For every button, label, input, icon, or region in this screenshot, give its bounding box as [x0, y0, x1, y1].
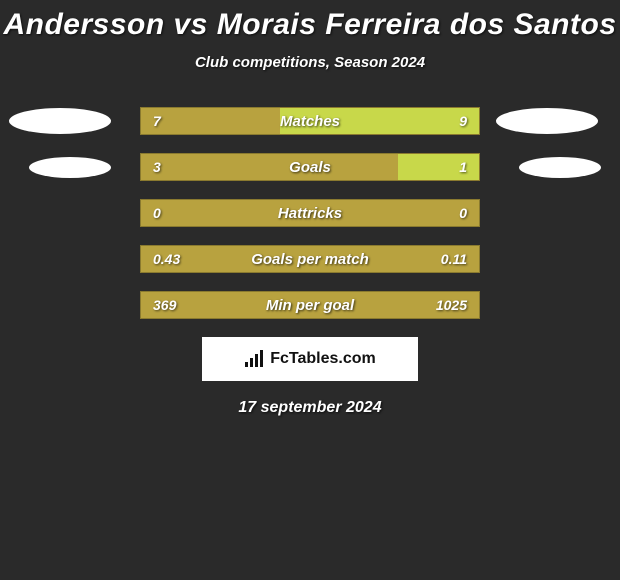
stats-chart: 7 Matches 9 3 Goals 1 0 Hattricks 0 [0, 107, 620, 319]
stat-label: Goals [289, 159, 331, 176]
stat-row-hattricks: 0 Hattricks 0 [0, 199, 620, 227]
stat-value-left: 7 [153, 113, 161, 129]
stat-label: Goals per match [251, 251, 369, 268]
stat-value-right: 0 [459, 205, 467, 221]
stat-value-right: 9 [459, 113, 467, 129]
player-avatar-left [29, 157, 111, 178]
stat-row-min-per-goal: 369 Min per goal 1025 [0, 291, 620, 319]
subtitle: Club competitions, Season 2024 [0, 54, 620, 71]
stat-value-right: 1025 [436, 297, 467, 313]
stat-row-goals-per-match: 0.43 Goals per match 0.11 [0, 245, 620, 273]
stat-value-left: 0.43 [153, 251, 180, 267]
stat-label: Matches [280, 113, 340, 130]
bar-chart-icon [244, 350, 266, 368]
stat-value-left: 0 [153, 205, 161, 221]
stat-value-left: 369 [153, 297, 176, 313]
player-avatar-right [496, 108, 598, 134]
stat-label: Min per goal [266, 297, 354, 314]
bar-track: 369 Min per goal 1025 [140, 291, 480, 319]
player-avatar-left [9, 108, 111, 134]
bar-track: 7 Matches 9 [140, 107, 480, 135]
bar-track: 0.43 Goals per match 0.11 [140, 245, 480, 273]
stat-label: Hattricks [278, 205, 342, 222]
page-title: Andersson vs Morais Ferreira dos Santos [0, 8, 620, 42]
date-label: 17 september 2024 [0, 399, 620, 417]
infographic-container: Andersson vs Morais Ferreira dos Santos … [0, 0, 620, 417]
footer-brand-box[interactable]: FcTables.com [202, 337, 418, 381]
stat-value-left: 3 [153, 159, 161, 175]
stat-value-right: 0.11 [441, 251, 467, 267]
bar-track: 0 Hattricks 0 [140, 199, 480, 227]
stat-row-matches: 7 Matches 9 [0, 107, 620, 135]
footer-brand: FcTables.com [244, 350, 376, 368]
player-avatar-right [519, 157, 601, 178]
stat-value-right: 1 [459, 159, 467, 175]
bar-track: 3 Goals 1 [140, 153, 480, 181]
footer-brand-text: FcTables.com [270, 350, 376, 368]
stat-row-goals: 3 Goals 1 [0, 153, 620, 181]
